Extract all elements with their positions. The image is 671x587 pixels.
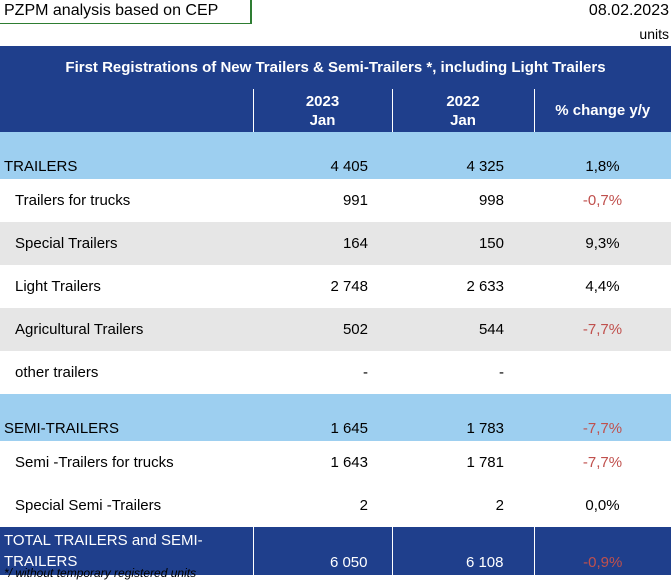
row-label: Special Semi -Trailers [0,484,253,527]
value-2023: - [253,351,392,394]
total-label-line2: TRAILERS [4,553,78,570]
value-2023: 4 405 [253,132,392,179]
row-trailers-for-trucks: Trailers for trucks 991 998 -0,7% [0,179,671,222]
value-2022: - [392,351,534,394]
header-2023-year: 2023 [305,92,340,110]
header-2023-month: Jan [309,111,336,129]
total-label-line1: TOTAL TRAILERS and SEMI- [4,532,203,549]
change-pct: -7,7% [534,441,671,484]
value-2022: 2 [392,484,534,527]
change-pct: -7,7% [534,394,671,441]
total-2023: 6 050 [252,527,392,575]
row-label: Trailers for trucks [0,179,253,222]
header-2022-year: 2022 [446,92,480,110]
row-semi-trailers: SEMI-TRAILERS 1 645 1 783 -7,7% [0,394,671,441]
row-label: SEMI-TRAILERS [0,394,253,441]
source-label: PZPM analysis based on CEP [0,0,252,24]
header-row: 2023 Jan 2022 Jan % change y/y [0,89,671,132]
header-change: % change y/y [533,89,671,132]
row-light-trailers: Light Trailers 2 748 2 633 4,4% [0,265,671,308]
value-2022: 150 [392,222,534,265]
row-label: Special Trailers [0,222,253,265]
report-date: 08.02.2023 [588,2,669,19]
total-label: TOTAL TRAILERS and SEMI- TRAILERS [0,527,253,575]
table-title: First Registrations of New Trailers & Se… [0,46,671,89]
value-2023: 164 [253,222,392,265]
row-special-trailers: Special Trailers 164 150 9,3% [0,222,671,265]
value-2022: 998 [392,179,534,222]
header-2022: 2022 Jan [391,89,534,132]
change-pct: 4,4% [534,265,671,308]
change-pct [534,351,671,394]
value-2022: 544 [392,308,534,351]
change-pct: 0,0% [534,484,671,527]
row-other-trailers: other trailers - - [0,351,671,394]
header-2023: 2023 Jan [252,89,392,132]
row-label: Light Trailers [0,265,253,308]
change-pct: 9,3% [534,222,671,265]
registrations-table: 2023 Jan 2022 Jan % change y/y TRAILERS … [0,89,671,575]
row-agricultural-trailers: Agricultural Trailers 502 544 -7,7% [0,308,671,351]
total-change-pct: -0,9% [533,527,671,575]
change-pct: -7,7% [534,308,671,351]
value-2022: 4 325 [392,132,534,179]
value-2022: 1 783 [392,394,534,441]
row-special-semi-trailers: Special Semi -Trailers 2 2 0,0% [0,484,671,527]
value-2023: 2 [253,484,392,527]
row-total: TOTAL TRAILERS and SEMI- TRAILERS 6 050 … [0,527,671,575]
units-label: units [639,26,669,42]
row-trailers: TRAILERS 4 405 4 325 1,8% [0,132,671,179]
row-label: other trailers [0,351,253,394]
header-2022-month: Jan [450,111,476,129]
value-2023: 1 643 [253,441,392,484]
value-2023: 502 [253,308,392,351]
row-label: TRAILERS [0,132,253,179]
value-2022: 1 781 [392,441,534,484]
total-2022: 6 108 [391,527,534,575]
value-2023: 1 645 [253,394,392,441]
header-blank [0,89,253,132]
change-pct: 1,8% [534,132,671,179]
row-semi-trailers-for-trucks: Semi -Trailers for trucks 1 643 1 781 -7… [0,441,671,484]
value-2022: 2 633 [392,265,534,308]
row-label: Agricultural Trailers [0,308,253,351]
value-2023: 2 748 [253,265,392,308]
row-label: Semi -Trailers for trucks [0,441,253,484]
change-pct: -0,7% [534,179,671,222]
footnote: */ without temporary registered units [4,566,197,580]
value-2023: 991 [253,179,392,222]
